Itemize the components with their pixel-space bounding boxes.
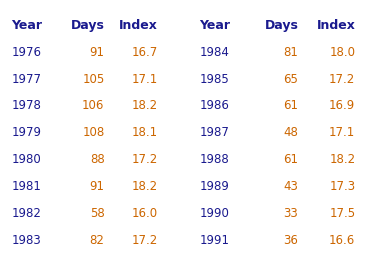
- Text: 17.3: 17.3: [329, 180, 355, 193]
- Text: 36: 36: [283, 234, 298, 247]
- Text: 17.2: 17.2: [131, 153, 158, 166]
- Text: 1982: 1982: [11, 207, 41, 220]
- Text: 16.6: 16.6: [329, 234, 355, 247]
- Text: 91: 91: [90, 180, 104, 193]
- Text: 1979: 1979: [11, 126, 41, 139]
- Text: 1978: 1978: [11, 99, 41, 112]
- Text: 1989: 1989: [200, 180, 230, 193]
- Text: 17.5: 17.5: [329, 207, 355, 220]
- Text: 1987: 1987: [200, 126, 230, 139]
- Text: 1980: 1980: [11, 153, 41, 166]
- Text: 1991: 1991: [200, 234, 230, 247]
- Text: 82: 82: [90, 234, 104, 247]
- Text: 18.1: 18.1: [131, 126, 158, 139]
- Text: 1990: 1990: [200, 207, 230, 220]
- Text: 106: 106: [82, 99, 104, 112]
- Text: 105: 105: [82, 73, 104, 85]
- Text: 81: 81: [283, 46, 298, 59]
- Text: 18.0: 18.0: [329, 46, 355, 59]
- Text: 61: 61: [283, 153, 298, 166]
- Text: 1977: 1977: [11, 73, 41, 85]
- Text: 17.1: 17.1: [131, 73, 158, 85]
- Text: Year: Year: [200, 19, 231, 32]
- Text: 18.2: 18.2: [131, 99, 158, 112]
- Text: 1986: 1986: [200, 99, 230, 112]
- Text: 65: 65: [283, 73, 298, 85]
- Text: 33: 33: [283, 207, 298, 220]
- Text: 1976: 1976: [11, 46, 41, 59]
- Text: 48: 48: [283, 126, 298, 139]
- Text: Index: Index: [317, 19, 355, 32]
- Text: 88: 88: [90, 153, 104, 166]
- Text: 16.0: 16.0: [131, 207, 158, 220]
- Text: 17.2: 17.2: [329, 73, 355, 85]
- Text: 18.2: 18.2: [329, 153, 355, 166]
- Text: 1985: 1985: [200, 73, 229, 85]
- Text: 1988: 1988: [200, 153, 229, 166]
- Text: 16.9: 16.9: [329, 99, 355, 112]
- Text: 1984: 1984: [200, 46, 230, 59]
- Text: 16.7: 16.7: [131, 46, 158, 59]
- Text: 91: 91: [90, 46, 104, 59]
- Text: 58: 58: [90, 207, 104, 220]
- Text: 61: 61: [283, 99, 298, 112]
- Text: Days: Days: [264, 19, 298, 32]
- Text: 18.2: 18.2: [131, 180, 158, 193]
- Text: 1981: 1981: [11, 180, 41, 193]
- Text: Index: Index: [119, 19, 158, 32]
- Text: 43: 43: [283, 180, 298, 193]
- Text: Year: Year: [11, 19, 43, 32]
- Text: 17.2: 17.2: [131, 234, 158, 247]
- Text: 108: 108: [82, 126, 104, 139]
- Text: 17.1: 17.1: [329, 126, 355, 139]
- Text: 1983: 1983: [11, 234, 41, 247]
- Text: Days: Days: [71, 19, 104, 32]
